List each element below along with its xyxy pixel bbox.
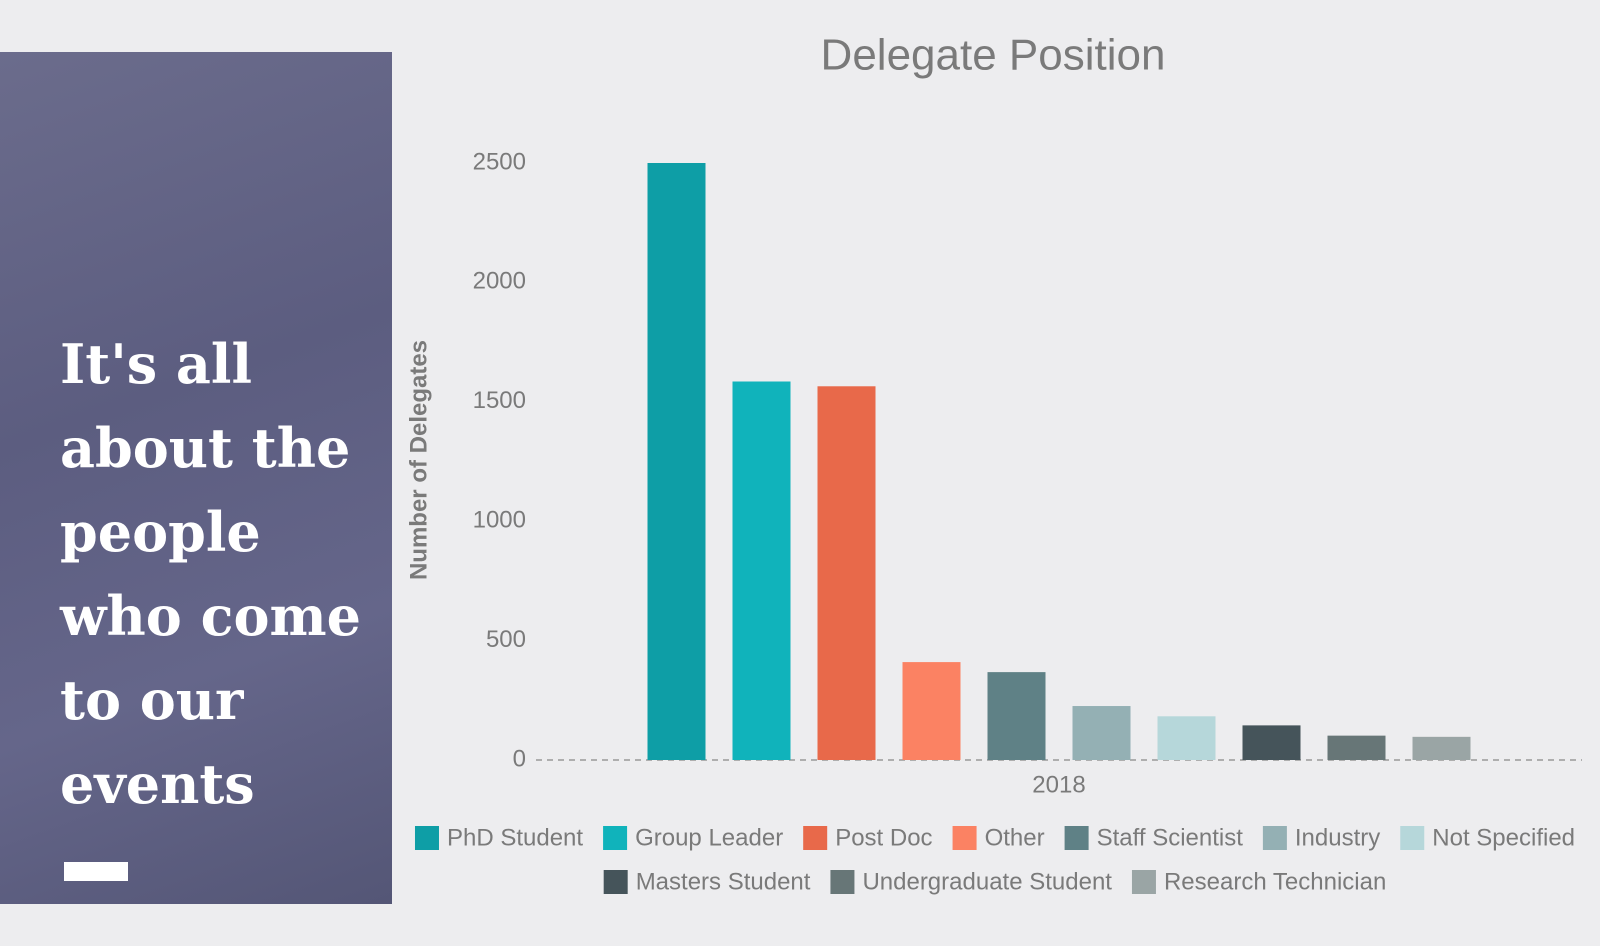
legend-label: Not Specified [1432, 824, 1575, 851]
legend-label: Post Doc [835, 824, 932, 851]
legend-label: PhD Student [447, 824, 583, 851]
legend-label: Industry [1295, 824, 1380, 851]
legend-item[interactable]: Not Specified [1400, 824, 1575, 851]
legend-label: Research Technician [1164, 868, 1386, 895]
bar [732, 381, 791, 760]
bar [647, 163, 706, 760]
legend-swatch [1131, 870, 1156, 894]
legend-item[interactable]: Group Leader [603, 824, 783, 851]
chart-title: Delegate Position [821, 31, 1166, 80]
x-tick-label: 2018 [1032, 771, 1085, 798]
photo-panel: It's all about the people who come to ou… [0, 52, 392, 904]
legend-item[interactable]: Staff Scientist [1064, 824, 1244, 851]
decoration [64, 862, 128, 881]
y-tick-label: 2000 [473, 268, 526, 295]
legend-item[interactable]: Masters Student [603, 868, 811, 895]
legend-swatch [1064, 826, 1089, 850]
bar [1412, 736, 1471, 760]
legend-item[interactable]: Other [952, 824, 1045, 851]
bar [1242, 725, 1301, 760]
y-tick-label: 1500 [473, 387, 526, 414]
y-tick-label: 500 [486, 626, 526, 653]
headline: It's all about the people who come to ou… [60, 332, 361, 816]
legend-swatch [603, 870, 628, 894]
legend-swatch [830, 870, 855, 894]
legend-item[interactable]: Industry [1262, 824, 1380, 851]
legend-label: Group Leader [635, 824, 783, 851]
y-tick-label: 1000 [473, 507, 526, 534]
y-tick-label: 2500 [473, 148, 526, 175]
legend-label: Masters Student [636, 868, 811, 895]
legend-item[interactable]: Undergraduate Student [830, 868, 1112, 895]
legend-label: Staff Scientist [1097, 824, 1244, 851]
legend-item[interactable]: Post Doc [803, 824, 933, 851]
legend-swatch [603, 826, 628, 850]
bar [1072, 706, 1131, 760]
y-axis-label: Number of Delegates [405, 340, 432, 580]
legend-swatch [1400, 826, 1425, 850]
y-tick-label: 0 [513, 745, 526, 772]
bar [817, 386, 876, 760]
legend-swatch [803, 826, 828, 850]
legend-swatch [414, 826, 439, 850]
legend-item[interactable]: Research Technician [1131, 868, 1386, 895]
legend-item[interactable]: PhD Student [414, 824, 583, 851]
bar [902, 662, 961, 760]
bar [1327, 735, 1386, 760]
legend-swatch [1262, 826, 1287, 850]
legend-swatch [952, 826, 977, 850]
bar [1157, 716, 1216, 760]
legend-label: Other [985, 824, 1045, 851]
legend-label: Undergraduate Student [862, 868, 1112, 895]
bar [987, 672, 1046, 760]
